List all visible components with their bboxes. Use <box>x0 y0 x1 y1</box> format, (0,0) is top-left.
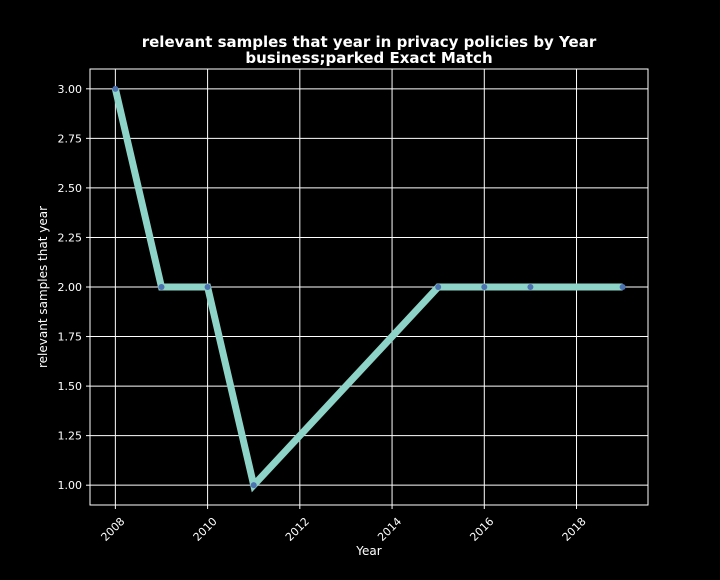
data-point <box>250 482 257 489</box>
chart-title-line1: relevant samples that year in privacy po… <box>142 33 597 51</box>
y-tick-label: 1.75 <box>58 331 83 344</box>
series-line <box>111 88 623 493</box>
y-tick-label: 1.25 <box>58 430 83 443</box>
y-tick-label: 2.75 <box>58 132 83 145</box>
data-point <box>435 284 442 290</box>
series-layer <box>111 85 626 493</box>
x-tick-label: 2016 <box>467 515 496 544</box>
ticks: 2008 2010 2012 2014 2016 2018 1.00 1.25 1.50 1.75… <box>58 83 589 544</box>
data-point <box>204 284 211 290</box>
y-tick-label: 2.50 <box>58 182 83 195</box>
y-tick-label: 3.00 <box>58 83 83 96</box>
data-point <box>527 284 534 290</box>
y-tick-label: 1.00 <box>58 479 83 492</box>
x-tick-label: 2014 <box>375 515 404 544</box>
y-tick-label: 2.00 <box>58 281 83 294</box>
data-point <box>158 284 165 290</box>
x-tick-label: 2008 <box>98 515 127 544</box>
data-point <box>619 284 626 290</box>
x-tick-label: 2012 <box>283 515 312 544</box>
x-tick-label: 2010 <box>191 515 220 544</box>
chart-title-line2: business;parked Exact Match <box>245 49 492 67</box>
y-axis-label: relevant samples that year <box>36 206 50 368</box>
x-axis-label: Year <box>355 544 381 558</box>
y-tick-label: 1.50 <box>58 380 83 393</box>
data-point <box>481 284 488 290</box>
data-point <box>112 85 119 92</box>
y-tick-label: 2.25 <box>58 231 83 244</box>
x-tick-label: 2018 <box>560 515 589 544</box>
